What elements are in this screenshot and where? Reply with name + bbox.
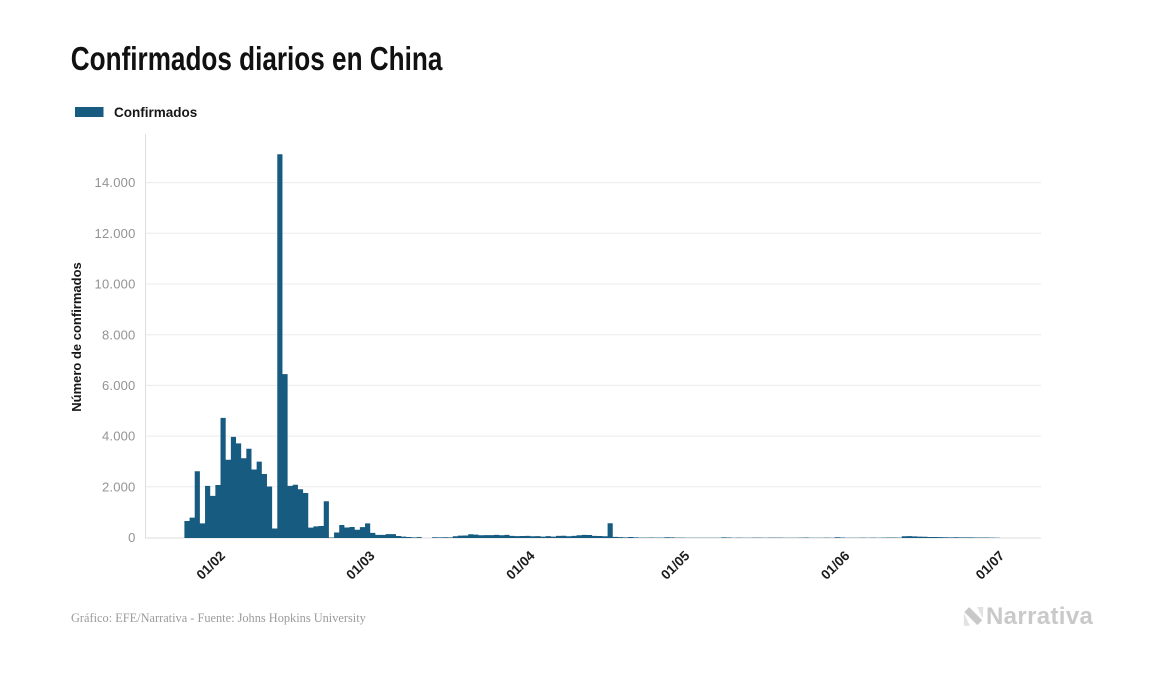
svg-text:12.000: 12.000 bbox=[95, 226, 136, 241]
svg-text:14.000: 14.000 bbox=[95, 175, 136, 190]
svg-text:8.000: 8.000 bbox=[102, 327, 136, 342]
svg-text:0: 0 bbox=[128, 530, 135, 545]
svg-text:4.000: 4.000 bbox=[102, 429, 136, 444]
svg-text:2.000: 2.000 bbox=[102, 479, 136, 494]
svg-text:Confirmados diarios en China: Confirmados diarios en China bbox=[71, 41, 443, 78]
svg-text:Número de confirmados: Número de confirmados bbox=[69, 262, 84, 412]
svg-text:Narrativa: Narrativa bbox=[986, 603, 1094, 630]
svg-text:Gráfico: EFE/Narrativa - Fuent: Gráfico: EFE/Narrativa - Fuente: Johns H… bbox=[71, 611, 367, 625]
svg-text:10.000: 10.000 bbox=[95, 277, 136, 292]
svg-text:6.000: 6.000 bbox=[102, 378, 136, 393]
svg-text:Confirmados: Confirmados bbox=[114, 105, 197, 120]
